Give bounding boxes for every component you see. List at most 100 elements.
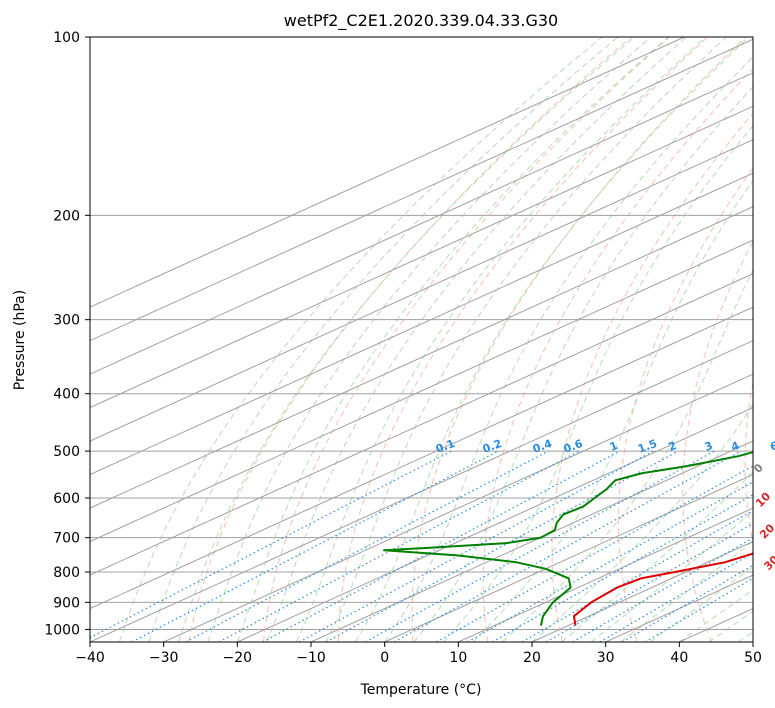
moist-adiabat-line [649,566,753,642]
y-tick-label: 300 [53,313,80,329]
moist-adiabat-line [119,37,603,642]
y-axis-label: Pressure (hPa) [12,290,28,390]
mixing-ratio-line [185,450,549,642]
y-tick-label: 800 [53,565,80,581]
moist-adiabat-label: 0 [751,461,766,476]
mixing-ratio-line [131,450,499,642]
isotherm-line [237,407,753,642]
isotherm-line [90,37,685,308]
mixing-ratio-line [218,450,580,642]
dry-adiabat-line [744,379,753,546]
isotherm-line [90,72,753,375]
moist-adiabat-line [708,610,753,642]
isotherm-line [90,139,753,442]
x-tick-label: 30 [597,650,615,666]
moist-adiabat-label: 20 [757,521,775,541]
moist-adiabat-line [561,470,753,642]
isotherm-line [90,340,753,642]
moist-adiabat-label: 30 [761,553,775,573]
y-tick-label: 100 [53,30,80,46]
isotherm-line [679,607,753,642]
grid-layer [90,37,753,642]
moist-adiabat-line [738,631,753,642]
mixing-ratio-line [521,509,753,642]
mixing-ratio-line [298,450,654,642]
isotherm-line [90,239,753,543]
mixing-ratio-label: 0.1 [434,437,457,456]
dry-adiabat-line [263,37,670,642]
mixing-ratio-line [365,450,715,642]
mixing-ratio-label: 6 [768,439,775,454]
y-tick-label: 400 [53,387,80,403]
dry-adiabat-line [188,37,632,642]
isotherm-line [752,641,753,642]
isotherm-line [90,306,753,610]
mixing-ratio-label: 0.4 [531,437,554,456]
isotherm-line [90,105,753,409]
isotherm-line [384,474,753,642]
x-tick-label: 20 [523,650,541,666]
chart-title: wetPf2_C2E1.2020.339.04.33.G30 [284,11,558,31]
x-tick-label: −10 [296,650,326,666]
y-tick-label: 600 [53,491,80,507]
dry-adiabat-line [618,167,753,642]
moist-adiabat-line [207,37,652,642]
y-tick-label: 500 [53,444,80,460]
moist-adiabat-line [679,589,753,642]
moist-adiabat-line [384,56,753,642]
x-tick-label: 0 [380,650,389,666]
dewpoint-series-line [383,451,753,626]
mixing-ratio-label: 0.6 [562,437,585,456]
mixing-ratio-line [491,494,753,642]
moist-adiabat-line [413,86,753,642]
isotherm-line [90,206,753,509]
moist-adiabat-line [472,179,753,642]
series-layer [383,451,753,626]
moist-adiabat-line [177,37,635,642]
y-tick-label: 900 [53,595,80,611]
x-tick-label: 50 [744,650,762,666]
y-tick-label: 200 [53,208,80,224]
moist-adiabat-label: 10 [753,490,773,510]
moist-adiabat-line [148,37,619,642]
mixing-ratio-label: 1 [608,439,620,454]
mixing-ratio-line [90,450,452,639]
moist-adiabat-line [236,37,669,642]
y-tick-label: 700 [53,531,80,547]
mixing-ratio-line [467,481,753,642]
isotherm-line [90,273,753,576]
isotherm-line [163,373,753,642]
isotherm-line [458,507,753,642]
isotherm-line [310,440,753,642]
isotherm-line [90,172,753,476]
moist-adiabat-line [266,37,687,642]
moist-adiabat-line [354,37,750,642]
temperature-series-line [572,552,753,626]
mixing-ratio-label: 3 [703,439,715,454]
x-tick-label: 40 [670,650,688,666]
dry-adiabat-line [337,37,708,642]
mixing-ratio-line [622,564,753,642]
moist-adiabat-line [325,37,727,642]
x-axis-label: Temperature (°C) [360,682,482,698]
x-tick-label: −40 [75,650,105,666]
x-tick-label: −20 [223,650,253,666]
x-tick-label: −30 [149,650,179,666]
mixing-ratio-label: 1.5 [636,437,659,456]
moist-adiabat-line [295,37,706,642]
y-tick-label: 1000 [44,622,80,638]
mixing-ratio-label: 0.2 [481,437,504,456]
mixing-ratio-line [599,552,753,642]
mixing-ratio-line [436,465,753,642]
mixing-ratio-line [262,450,621,642]
x-tick-label: 10 [449,650,467,666]
mixing-ratio-label: 2 [667,439,679,454]
dry-adiabat-line [482,67,753,642]
moist-adiabat-label: 40 [773,581,775,601]
mixing-ratio-line [325,450,679,642]
reference-labels-layer: 0.10.20.40.611.52346810131620253036-100-… [434,437,775,601]
dry-adiabat-line [411,37,747,642]
mixing-ratio-line [644,577,753,642]
moist-adiabat-line [443,125,753,642]
